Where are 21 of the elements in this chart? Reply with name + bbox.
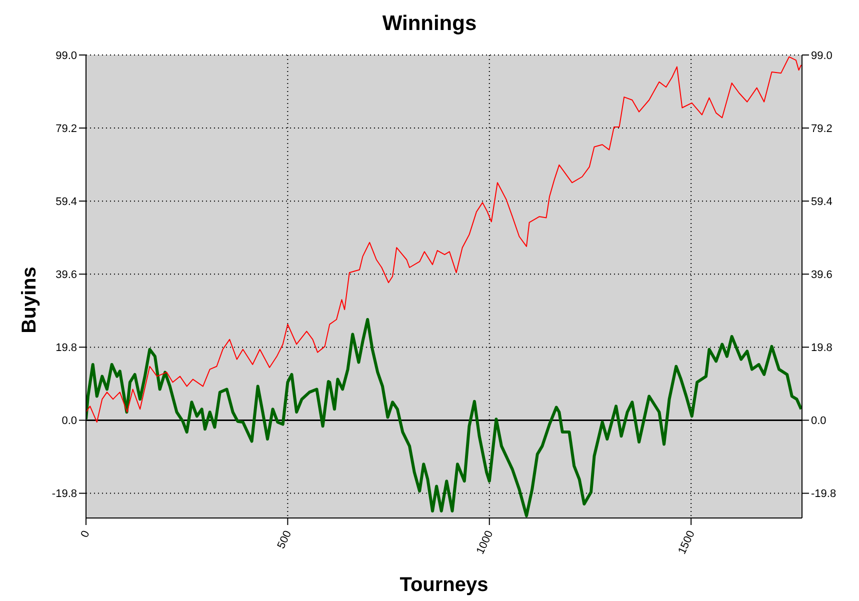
x-tick-label: 1500 <box>676 528 698 556</box>
y2-tick-label: 59.4 <box>811 196 832 208</box>
y2-tick-label: 0.0 <box>811 415 826 428</box>
y-tick-label: 0.0 <box>62 415 77 428</box>
x-tick-label: 1000 <box>474 528 496 556</box>
y2-tick-label: 39.6 <box>811 269 832 282</box>
x-axis-title: Tourneys <box>398 574 490 597</box>
chart-title: Winnings <box>381 12 478 36</box>
y-tick-label: 59.4 <box>56 196 77 208</box>
y-axis-title: Buyins <box>18 266 42 334</box>
y2-tick-label: -19.8 <box>811 488 836 500</box>
y-tick-label: 39.6 <box>56 269 77 282</box>
x-tick-label: 500 <box>275 528 294 551</box>
y-tick-label: 79.2 <box>56 122 77 135</box>
x-tick-label: 0 <box>78 528 92 540</box>
y2-tick-label: 79.2 <box>811 122 832 135</box>
y-tick-label: -19.8 <box>52 488 77 500</box>
y-tick-label: 19.8 <box>56 342 77 354</box>
y2-tick-label: 19.8 <box>811 342 832 354</box>
y-tick-label: 99.0 <box>56 50 77 62</box>
y2-tick-label: 99.0 <box>811 50 832 62</box>
